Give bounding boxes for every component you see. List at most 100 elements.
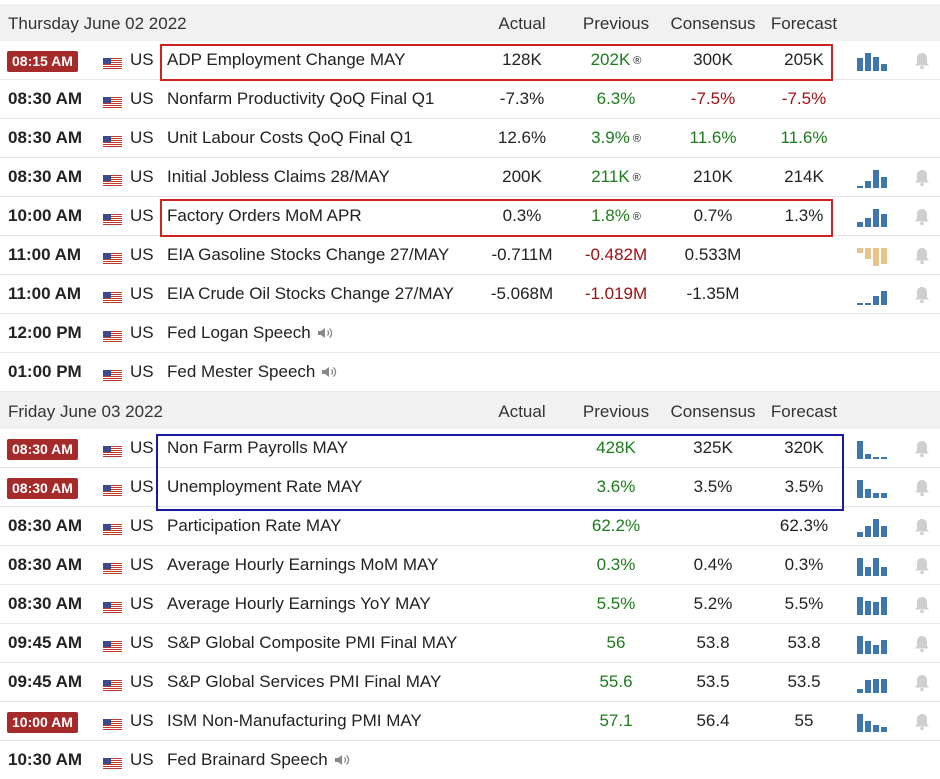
event-name[interactable]: Fed Mester Speech: [167, 353, 339, 391]
history-bar: [881, 493, 887, 498]
history-chart-icon[interactable]: [857, 53, 897, 71]
event-name[interactable]: EIA Gasoline Stocks Change 27/MAY: [167, 236, 449, 274]
table-row[interactable]: 09:45 AM US S&P Global Services PMI Final …: [0, 663, 940, 702]
event-name[interactable]: Unemployment Rate MAY: [167, 468, 362, 506]
us-flag-icon: [103, 443, 122, 458]
forecast-value: 11.6%: [760, 119, 848, 157]
table-row[interactable]: 12:00 PM US Fed Logan Speech: [0, 314, 940, 353]
day-header: Thursday June 02 2022 Actual Previous Conse…: [0, 4, 940, 41]
table-row[interactable]: 10:30 AM US Fed Brainard Speech: [0, 741, 940, 779]
actual-value: -7.3%: [476, 80, 568, 118]
previous-value: 55.6: [570, 663, 662, 701]
event-time: 10:30 AM: [8, 750, 83, 769]
bell-icon[interactable]: [914, 208, 930, 226]
history-bar: [865, 53, 871, 71]
event-name[interactable]: Average Hourly Earnings MoM MAY: [167, 546, 438, 584]
bell-icon[interactable]: [914, 674, 930, 692]
bell-icon[interactable]: [914, 440, 930, 458]
event-name[interactable]: Average Hourly Earnings YoY MAY: [167, 585, 431, 623]
us-flag-icon: [103, 250, 122, 265]
table-row[interactable]: 01:00 PM US Fed Mester Speech: [0, 353, 940, 392]
bell-icon[interactable]: [914, 286, 930, 304]
event-name[interactable]: Non Farm Payrolls MAY: [167, 429, 348, 467]
history-bar: [865, 248, 871, 259]
table-row[interactable]: 08:30 AM US Non Farm Payrolls MAY 428K 325K 3…: [0, 429, 940, 468]
table-row[interactable]: 10:00 AM US ISM Non-Manufacturing PMI MAY 5…: [0, 702, 940, 741]
event-name[interactable]: S&P Global Services PMI Final MAY: [167, 663, 441, 701]
table-row[interactable]: 08:30 AM US Unemployment Rate MAY 3.6% 3.5% 3…: [0, 468, 940, 507]
history-chart-icon[interactable]: [857, 441, 897, 459]
revised-icon: ®: [632, 133, 641, 145]
event-name[interactable]: Initial Jobless Claims 28/MAY: [167, 158, 390, 196]
table-row[interactable]: 08:30 AM US Average Hourly Earnings MoM MA…: [0, 546, 940, 585]
actual-value: [476, 353, 568, 391]
history-bar: [881, 567, 887, 576]
consensus-value: [666, 741, 760, 779]
us-flag-icon: [103, 599, 122, 614]
history-chart-icon[interactable]: [857, 714, 897, 732]
event-name[interactable]: Factory Orders MoM APR: [167, 197, 362, 235]
bell-icon[interactable]: [914, 518, 930, 536]
column-header-consensus: Consensus: [670, 14, 756, 33]
history-bar: [881, 291, 887, 305]
table-row[interactable]: 08:15 AM US ADP Employment Change MAY 128K 2…: [0, 41, 940, 80]
table-row[interactable]: 08:30 AM US Unit Labour Costs QoQ Final Q1…: [0, 119, 940, 158]
history-bar: [881, 597, 887, 615]
previous-text: 56: [606, 633, 626, 652]
bell-icon[interactable]: [914, 247, 930, 265]
bell-icon[interactable]: [914, 479, 930, 497]
history-chart-icon[interactable]: [857, 287, 897, 305]
bell-icon[interactable]: [914, 596, 930, 614]
history-bar: [857, 222, 863, 227]
table-row[interactable]: 11:00 AM US EIA Crude Oil Stocks Change 27…: [0, 275, 940, 314]
event-name-text: EIA Gasoline Stocks Change 27/MAY: [167, 245, 450, 264]
history-chart-icon[interactable]: [857, 558, 897, 576]
bell-icon[interactable]: [914, 557, 930, 575]
bell-icon[interactable]: [914, 713, 930, 731]
event-name-text: Average Hourly Earnings MoM MAY: [167, 555, 439, 574]
bell-icon[interactable]: [914, 52, 930, 70]
history-chart-icon[interactable]: [857, 636, 897, 654]
us-flag-icon: [103, 482, 122, 497]
history-chart-icon[interactable]: [857, 209, 897, 227]
forecast-value: -7.5%: [760, 80, 848, 118]
consensus-value: 0.533M: [666, 236, 760, 274]
table-row[interactable]: 09:45 AM US S&P Global Composite PMI Final…: [0, 624, 940, 663]
history-chart-icon[interactable]: [857, 675, 897, 693]
event-name[interactable]: EIA Crude Oil Stocks Change 27/MAY: [167, 275, 454, 313]
table-row[interactable]: 08:30 AM US Average Hourly Earnings YoY MA…: [0, 585, 940, 624]
event-name[interactable]: Unit Labour Costs QoQ Final Q1: [167, 119, 413, 157]
history-chart-icon[interactable]: [857, 170, 897, 188]
table-row[interactable]: 10:00 AM US Factory Orders MoM APR 0.3% 1.8%…: [0, 197, 940, 236]
bell-icon[interactable]: [914, 635, 930, 653]
history-chart-icon[interactable]: [857, 480, 897, 498]
table-row[interactable]: 08:30 AM US Initial Jobless Claims 28/MAY 2…: [0, 158, 940, 197]
history-bar: [865, 526, 871, 537]
forecast-text: 205K: [784, 50, 824, 69]
event-name[interactable]: ADP Employment Change MAY: [167, 41, 405, 79]
event-time: 11:00 AM: [8, 245, 82, 264]
day-title: Friday June 03 2022: [8, 402, 163, 421]
day-title: Thursday June 02 2022: [8, 14, 187, 33]
consensus-value: 0.7%: [666, 197, 760, 235]
bell-icon[interactable]: [914, 169, 930, 187]
event-name[interactable]: Participation Rate MAY: [167, 507, 341, 545]
history-bar: [881, 64, 887, 71]
event-name[interactable]: Fed Logan Speech: [167, 314, 335, 352]
previous-value: -0.482M: [570, 236, 662, 274]
event-name[interactable]: Nonfarm Productivity QoQ Final Q1: [167, 80, 434, 118]
table-row[interactable]: 11:00 AM US EIA Gasoline Stocks Change 27/…: [0, 236, 940, 275]
consensus-text: 53.5: [696, 672, 730, 691]
history-bar: [873, 725, 879, 732]
table-row[interactable]: 08:30 AM US Nonfarm Productivity QoQ Final…: [0, 80, 940, 119]
event-name[interactable]: S&P Global Composite PMI Final MAY: [167, 624, 457, 662]
speaker-icon: [334, 743, 352, 779]
history-chart-icon[interactable]: [857, 597, 897, 615]
country-code: US: [130, 750, 154, 769]
table-row[interactable]: 08:30 AM US Participation Rate MAY 62.2% 62.…: [0, 507, 940, 546]
history-chart-icon[interactable]: [857, 248, 897, 266]
event-name[interactable]: ISM Non-Manufacturing PMI MAY: [167, 702, 422, 740]
history-bar: [865, 218, 871, 227]
event-name[interactable]: Fed Brainard Speech: [167, 741, 352, 779]
history-chart-icon[interactable]: [857, 519, 897, 537]
